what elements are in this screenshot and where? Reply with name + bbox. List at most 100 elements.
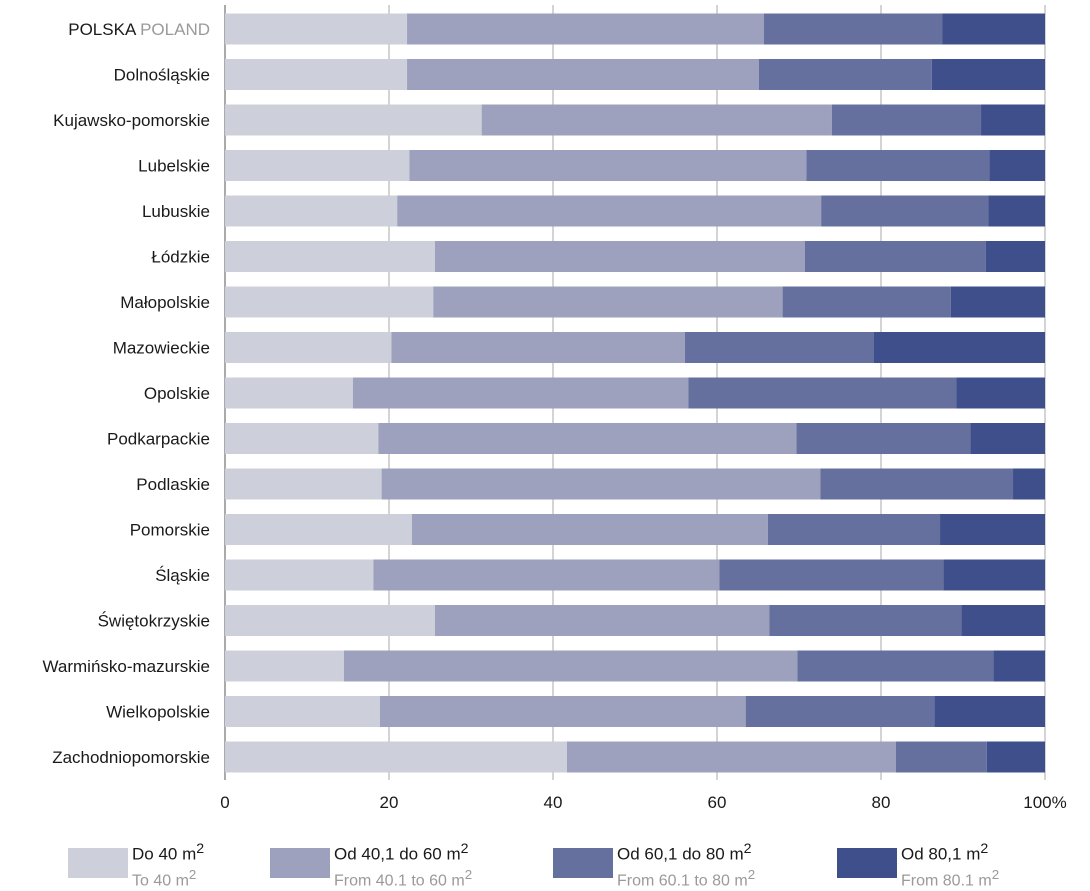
bar-segment xyxy=(378,423,797,454)
bar-segment xyxy=(434,605,770,636)
legend-label-en: From 60.1 to 80 m xyxy=(617,871,748,889)
bar-segment xyxy=(934,696,1045,727)
bar-segment xyxy=(763,13,943,45)
legend-label-en: From 40.1 to 60 m xyxy=(334,871,465,889)
category-label: Kujawsko-pomorskie xyxy=(53,111,210,130)
bar-segment xyxy=(433,286,783,318)
bar-segment xyxy=(343,650,798,682)
bar-segment xyxy=(895,741,987,773)
bar-segment xyxy=(993,650,1045,682)
category-label: Lubelskie xyxy=(138,157,210,176)
bar-segment xyxy=(943,559,1045,591)
bar-segment xyxy=(225,104,482,136)
bar-segment xyxy=(225,377,353,409)
category-label: Podlaskie xyxy=(136,475,210,494)
bar-segment xyxy=(831,104,982,136)
bar-segment xyxy=(988,195,1045,227)
bar-segment xyxy=(225,468,382,500)
bar-segment xyxy=(767,514,941,545)
bar-segment xyxy=(970,423,1045,454)
bar-segment xyxy=(985,241,1045,272)
bar-segment xyxy=(782,286,951,318)
bar-segment xyxy=(796,423,971,454)
bar-segment xyxy=(225,696,380,727)
bar-segment xyxy=(821,195,989,227)
bar-segment xyxy=(745,696,935,727)
bar-segment xyxy=(373,559,720,591)
x-tick-label: 100% xyxy=(1023,793,1066,812)
category-label: Wielkopolskie xyxy=(106,703,210,722)
bar-segment xyxy=(989,150,1045,181)
category-label: Podkarpackie xyxy=(107,430,210,449)
bar-segment xyxy=(225,605,435,636)
bar-segment xyxy=(806,150,990,181)
x-tick-label: 40 xyxy=(544,793,563,812)
bar-segment xyxy=(950,286,1045,318)
bar-segment xyxy=(820,468,1014,500)
legend-swatch xyxy=(837,848,897,878)
bar-segment xyxy=(1013,468,1045,500)
bar-segment xyxy=(940,514,1045,545)
x-tick-label: 20 xyxy=(380,793,399,812)
legend-swatch xyxy=(68,848,128,878)
bar-segment xyxy=(931,59,1045,90)
category-label: Lubuskie xyxy=(142,202,210,221)
bar-segment xyxy=(411,514,768,545)
legend-label-en: From 80.1 m xyxy=(901,871,992,889)
bar-segment xyxy=(225,150,410,181)
legend-label-en: To 40 m xyxy=(132,871,189,889)
bar-segment xyxy=(225,195,398,227)
bar-segment xyxy=(986,741,1045,773)
category-label: Pomorskie xyxy=(130,521,210,540)
category-label: Małopolskie xyxy=(120,293,210,312)
bar-segment xyxy=(758,59,932,90)
bar-segment xyxy=(352,377,689,409)
bar-segment xyxy=(225,332,392,363)
bar-segment xyxy=(381,468,821,500)
bar-segment xyxy=(981,104,1045,136)
legend-label-pl: Do 40 m xyxy=(132,844,197,864)
x-axis-ticks: 0 20 40 60 80 100% xyxy=(220,793,1066,812)
legend-swatch xyxy=(270,848,330,878)
bar-segment xyxy=(225,650,344,682)
bar-segment xyxy=(961,605,1045,636)
category-labels: POLSKA POLAND Dolnośląskie Kujawsko-pomors… xyxy=(42,20,210,767)
bars-layer xyxy=(225,13,1045,773)
bar-segment xyxy=(719,559,944,591)
category-label: Opolskie xyxy=(144,384,210,403)
bar-segment xyxy=(225,423,379,454)
bar-segment xyxy=(225,741,567,773)
bar-segment xyxy=(225,59,408,90)
stacked-bar-chart: POLSKA POLAND Dolnośląskie Kujawsko-pomors… xyxy=(42,5,1067,812)
bar-segment xyxy=(956,377,1045,409)
bar-segment xyxy=(873,332,1045,363)
category-label: POLSKA POLAND xyxy=(68,20,210,39)
bar-segment xyxy=(434,241,805,272)
legend-label-pl: Od 80,1 m xyxy=(901,844,981,864)
bar-segment xyxy=(566,741,896,773)
x-tick-label: 60 xyxy=(708,793,727,812)
legend-swatch xyxy=(553,848,613,878)
x-tick-label: 0 xyxy=(220,793,229,812)
bar-segment xyxy=(688,377,957,409)
category-label: Łódzkie xyxy=(151,248,210,267)
category-label: Zachodniopomorskie xyxy=(52,748,210,767)
bar-segment xyxy=(225,559,374,591)
bar-segment xyxy=(397,195,822,227)
legend: Do 40 m2 To 40 m2 Od 40,1 do 60 m2 From … xyxy=(0,836,1090,889)
category-label: Dolnośląskie xyxy=(114,66,210,85)
category-label: Mazowieckie xyxy=(113,339,210,358)
bar-segment xyxy=(407,13,764,45)
bar-segment xyxy=(804,241,986,272)
bar-segment xyxy=(409,150,807,181)
legend-label-pl: Od 40,1 do 60 m xyxy=(334,844,461,864)
category-label: Warmińsko-mazurskie xyxy=(42,657,210,676)
bar-segment xyxy=(225,286,434,318)
bar-segment xyxy=(769,605,962,636)
bar-segment xyxy=(225,13,408,45)
bar-segment xyxy=(942,13,1045,45)
bar-segment xyxy=(481,104,832,136)
category-label: Śląskie xyxy=(155,566,210,585)
bar-segment xyxy=(225,514,412,545)
category-label: Świętokrzyskie xyxy=(98,612,210,631)
